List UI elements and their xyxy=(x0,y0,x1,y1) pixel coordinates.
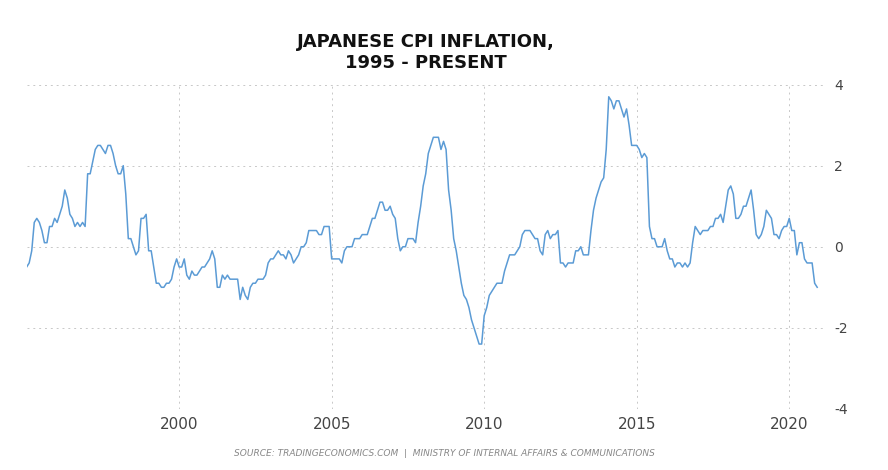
Text: SOURCE: TRADINGECONOMICS.COM  |  MINISTRY OF INTERNAL AFFAIRS & COMMUNICATIONS: SOURCE: TRADINGECONOMICS.COM | MINISTRY … xyxy=(234,449,654,458)
Title: JAPANESE CPI INFLATION,
1995 - PRESENT: JAPANESE CPI INFLATION, 1995 - PRESENT xyxy=(297,33,555,72)
